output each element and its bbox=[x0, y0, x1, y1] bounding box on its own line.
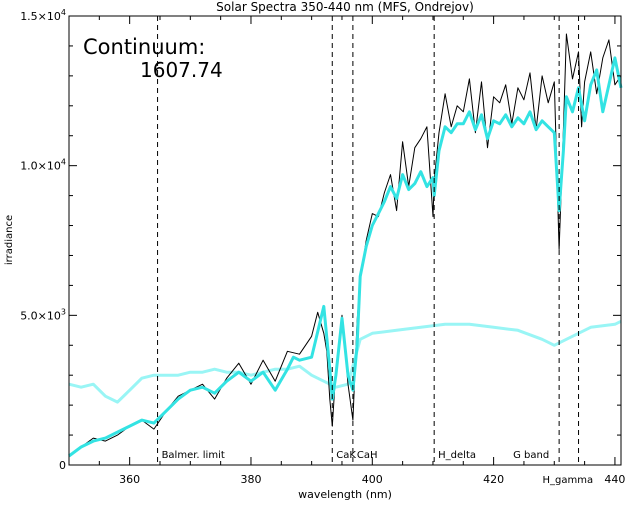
y-tick-exponent: 4 bbox=[61, 158, 66, 167]
reference-line-label: H_gamma bbox=[543, 475, 594, 486]
x-tick-label: 400 bbox=[362, 473, 383, 486]
x-tick-label: 360 bbox=[119, 473, 140, 486]
smoothed-spectrum-line bbox=[68, 56, 623, 458]
y-tick-label: 0 bbox=[59, 459, 66, 472]
reference-line-label: Balmer. limit bbox=[162, 450, 225, 461]
x-axis-label: wavelength (nm) bbox=[298, 488, 392, 501]
ticks-layer: 360 380 400 420 440 0 5.0×103 1.0×104 1.5×104 bbox=[20, 8, 625, 486]
plot-frame bbox=[68, 15, 622, 466]
series-layer bbox=[68, 33, 623, 458]
x-tick-label: 380 bbox=[240, 473, 261, 486]
reference-line-label: G band bbox=[513, 450, 549, 461]
reference-line-label: H_delta bbox=[438, 450, 476, 461]
continuum-annotation-value: 1607.74 bbox=[140, 58, 223, 82]
reference-line-label: CaH bbox=[357, 450, 378, 461]
y-tick-label: 5.0×103 bbox=[20, 307, 66, 322]
y-tick-label: 1.5×104 bbox=[20, 8, 66, 23]
y-tick-exponent: 4 bbox=[61, 8, 66, 17]
y-axis-label: irradiance bbox=[4, 215, 15, 265]
continuum-annotation-title: Continuum: bbox=[83, 35, 205, 59]
x-tick-label: 440 bbox=[604, 473, 625, 486]
reference-lines-layer: Balmer. limit CaK CaH H_delta G band H_gamma bbox=[157, 16, 594, 486]
x-tick-label: 420 bbox=[483, 473, 504, 486]
continuum-line bbox=[68, 319, 622, 404]
y-tick-label: 1.0×104 bbox=[20, 158, 66, 173]
y-tick-exponent: 3 bbox=[61, 307, 66, 316]
chart-title: Solar Spectra 350-440 nm (MFS, Ondrejov) bbox=[216, 0, 474, 14]
reference-line-label: CaK bbox=[336, 450, 356, 461]
